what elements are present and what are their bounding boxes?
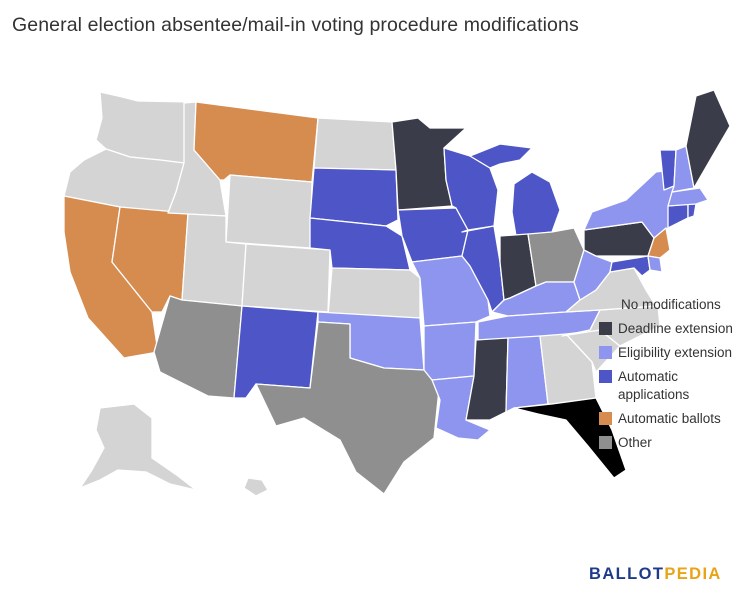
state-WY — [225, 174, 313, 249]
legend-label: Other — [618, 435, 652, 450]
state-DE — [647, 255, 663, 273]
state-IA — [397, 207, 469, 263]
legend-swatch — [599, 412, 612, 425]
state-HI — [243, 477, 269, 497]
state-NH — [671, 145, 695, 193]
state-NM — [233, 305, 319, 399]
state-KS — [327, 267, 421, 319]
state-ND — [313, 117, 397, 171]
logo-text-pedia: PEDIA — [664, 565, 722, 583]
state-AR — [423, 321, 477, 381]
legend-label: Automatic ballots — [618, 411, 721, 426]
state-TX — [255, 321, 441, 495]
state-AK — [79, 403, 197, 491]
chart-title: General election absentee/mail-in voting… — [12, 14, 579, 36]
legend-label: Automatic applications — [618, 369, 690, 402]
state-FL — [513, 397, 627, 479]
state-SD — [309, 167, 399, 227]
state-AZ — [153, 295, 243, 399]
legend-item-eligibility-extension: Eligibility extension — [599, 344, 734, 362]
legend-label: No modifications — [621, 297, 721, 312]
state-MI-up — [469, 143, 533, 169]
map-legend: No modifications Deadline extension Elig… — [599, 296, 734, 458]
legend-item-deadline-extension: Deadline extension — [599, 320, 734, 338]
legend-swatch — [599, 346, 612, 359]
legend-label: Eligibility extension — [618, 345, 733, 360]
logo-text-ballot: BALLOT — [589, 565, 665, 583]
legend-swatch — [599, 436, 612, 449]
state-CO — [241, 243, 331, 313]
ballotpedia-logo: BALLOTPEDIA — [589, 565, 722, 584]
legend-swatch — [599, 370, 612, 383]
legend-item-automatic-applications: Automatic applications — [599, 368, 734, 404]
legend-item-automatic-ballots: Automatic ballots — [599, 410, 734, 428]
legend-label: Deadline extension — [618, 321, 733, 336]
legend-item-no-modifications: No modifications — [599, 296, 734, 314]
state-CT — [667, 203, 689, 229]
state-NJ — [647, 227, 671, 259]
legend-item-other: Other — [599, 434, 734, 452]
state-MA — [667, 187, 709, 207]
state-IL — [461, 225, 505, 313]
state-MI — [511, 171, 561, 237]
legend-swatch — [599, 322, 612, 335]
state-MT — [193, 101, 319, 183]
state-ME — [685, 89, 731, 189]
state-RI — [687, 203, 697, 219]
